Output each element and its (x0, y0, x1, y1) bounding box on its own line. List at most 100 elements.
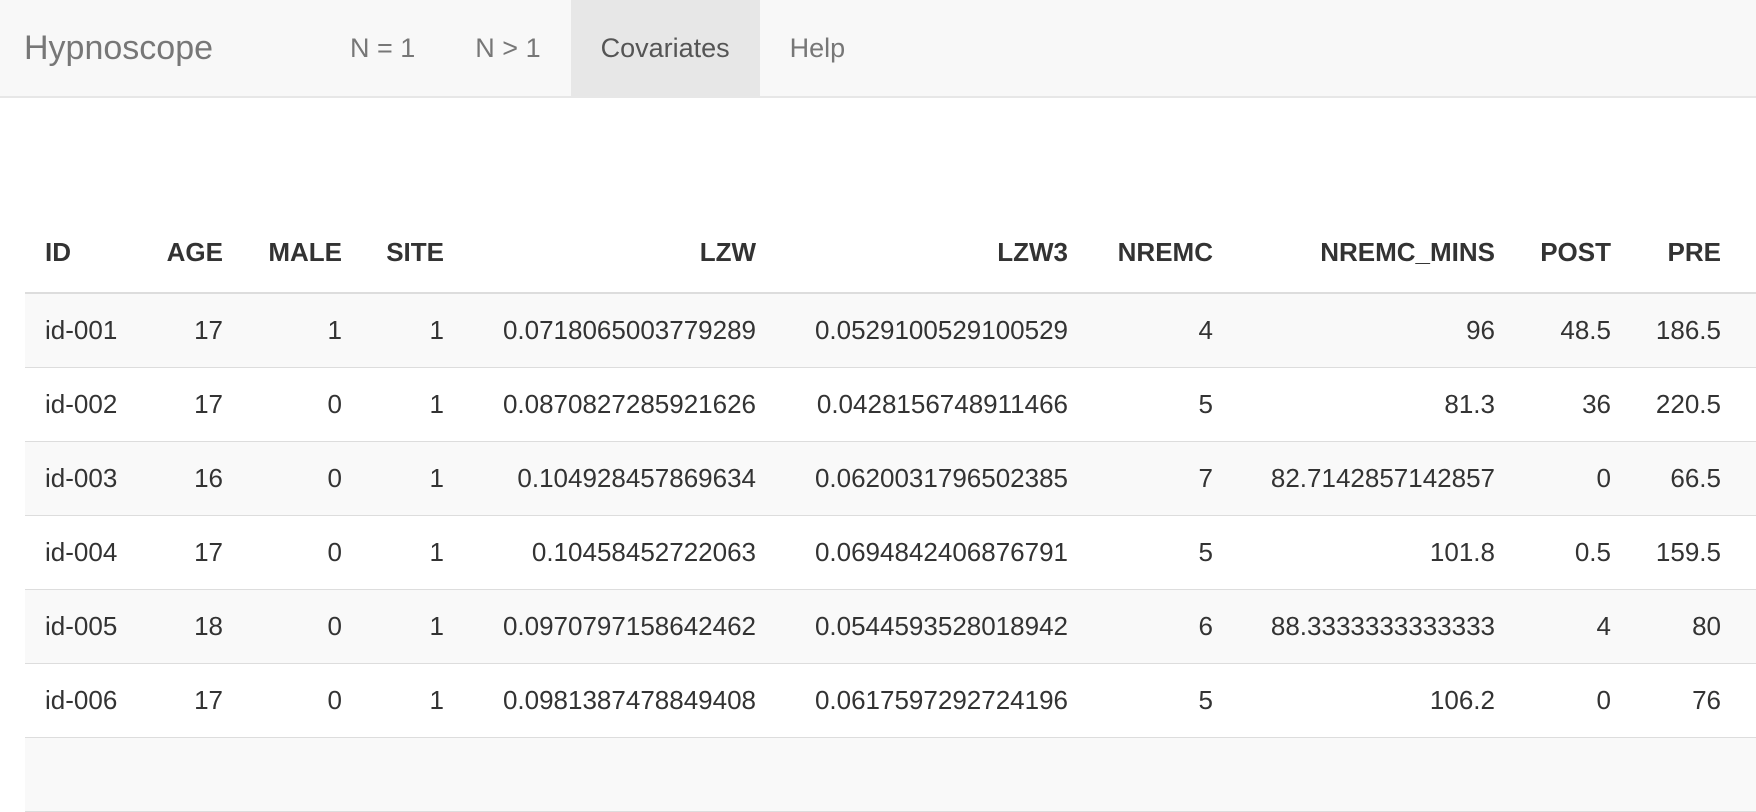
row-filler (1741, 367, 1756, 442)
cell-lzw3: 0.0694842406876791 (776, 515, 1088, 590)
cell-male: 1 (243, 293, 362, 368)
cell-lzw: 0.10458452722063 (464, 515, 776, 590)
table-row: id-005 18 0 1 0.0970797158642462 0.0544593528… (25, 589, 1756, 664)
cell-age: 17 (145, 663, 243, 738)
cell-nremc: 5 (1088, 663, 1233, 738)
column-header-nremc-mins[interactable]: NREMC_MINS (1233, 212, 1515, 294)
cell-male: 0 (243, 441, 362, 516)
cell-post: 0.5 (1515, 515, 1631, 590)
covariates-table: ID AGE MALE SITE LZW LZW3 NREMC NREMC_MINS POST P… (25, 212, 1756, 812)
cell-id: id-006 (25, 663, 145, 738)
cell-lzw: 0.0981387478849408 (464, 663, 776, 738)
cell-empty (25, 737, 145, 812)
column-header-post[interactable]: POST (1515, 212, 1631, 294)
cell-nremc: 5 (1088, 515, 1233, 590)
column-header-id[interactable]: ID (25, 212, 145, 294)
cell-pre: 186.5 (1631, 293, 1741, 368)
covariates-table-container: ID AGE MALE SITE LZW LZW3 NREMC NREMC_MINS POST P… (25, 212, 1756, 812)
cell-site: 1 (362, 441, 464, 516)
cell-male: 0 (243, 589, 362, 664)
cell-id: id-005 (25, 589, 145, 664)
cell-post: 4 (1515, 589, 1631, 664)
cell-site: 1 (362, 293, 464, 368)
cell-age: 17 (145, 367, 243, 442)
row-filler (1741, 441, 1756, 516)
row-filler (1741, 515, 1756, 590)
cell-nremc-mins: 81.3 (1233, 367, 1515, 442)
cell-lzw: 0.104928457869634 (464, 441, 776, 516)
nav-menu: N = 1 N > 1 Covariates Help (320, 0, 875, 96)
cell-post: 36 (1515, 367, 1631, 442)
cell-nremc-mins: 106.2 (1233, 663, 1515, 738)
cell-id: id-004 (25, 515, 145, 590)
column-header-nremc[interactable]: NREMC (1088, 212, 1233, 294)
cell-pre: 220.5 (1631, 367, 1741, 442)
table-row: id-001 17 1 1 0.0718065003779289 0.0529100529… (25, 293, 1756, 368)
header-filler (1741, 212, 1756, 294)
cell-pre: 66.5 (1631, 441, 1741, 516)
tab-n-greater-1[interactable]: N > 1 (475, 33, 541, 63)
cell-nremc-mins: 96 (1233, 293, 1515, 368)
column-header-lzw[interactable]: LZW (464, 212, 776, 294)
cell-lzw3: 0.0620031796502385 (776, 441, 1088, 516)
cell-empty (464, 737, 776, 812)
cell-empty (1233, 737, 1515, 812)
cell-empty (145, 737, 243, 812)
cell-post: 0 (1515, 441, 1631, 516)
cell-lzw3: 0.0529100529100529 (776, 293, 1088, 368)
row-filler (1741, 293, 1756, 368)
cell-nremc-mins: 101.8 (1233, 515, 1515, 590)
cell-nremc: 7 (1088, 441, 1233, 516)
cell-male: 0 (243, 663, 362, 738)
column-header-pre[interactable]: PRE (1631, 212, 1741, 294)
cell-pre: 159.5 (1631, 515, 1741, 590)
table-row: id-006 17 0 1 0.0981387478849408 0.0617597292… (25, 663, 1756, 738)
cell-id: id-001 (25, 293, 145, 368)
cell-empty (1631, 737, 1741, 812)
tab-covariates[interactable]: Covariates (570, 0, 760, 96)
cell-nremc: 5 (1088, 367, 1233, 442)
cell-age: 17 (145, 293, 243, 368)
cell-empty (1741, 737, 1756, 812)
cell-pre: 76 (1631, 663, 1741, 738)
table-row: id-004 17 0 1 0.10458452722063 0.069484240687… (25, 515, 1756, 590)
row-filler (1741, 663, 1756, 738)
cell-empty (1515, 737, 1631, 812)
cell-site: 1 (362, 663, 464, 738)
navbar: Hypnoscope N = 1 N > 1 Covariates Help (0, 0, 1756, 98)
column-header-age[interactable]: AGE (145, 212, 243, 294)
cell-nremc-mins: 88.3333333333333 (1233, 589, 1515, 664)
cell-empty (243, 737, 362, 812)
cell-post: 48.5 (1515, 293, 1631, 368)
cell-id: id-002 (25, 367, 145, 442)
cell-lzw: 0.0870827285921626 (464, 367, 776, 442)
table-row: id-003 16 0 1 0.104928457869634 0.06200317965… (25, 441, 1756, 516)
column-header-male[interactable]: MALE (243, 212, 362, 294)
cell-empty (776, 737, 1088, 812)
cell-lzw3: 0.0617597292724196 (776, 663, 1088, 738)
cell-id: id-003 (25, 441, 145, 516)
cell-age: 18 (145, 589, 243, 664)
cell-lzw: 0.0718065003779289 (464, 293, 776, 368)
table-row (25, 737, 1756, 812)
cell-male: 0 (243, 515, 362, 590)
cell-male: 0 (243, 367, 362, 442)
tab-n-equals-1[interactable]: N = 1 (350, 33, 416, 63)
tab-help[interactable]: Help (789, 33, 846, 63)
cell-empty (362, 737, 464, 812)
cell-age: 16 (145, 441, 243, 516)
cell-empty (1088, 737, 1233, 812)
column-header-lzw3[interactable]: LZW3 (776, 212, 1088, 294)
cell-age: 17 (145, 515, 243, 590)
cell-post: 0 (1515, 663, 1631, 738)
cell-lzw: 0.0970797158642462 (464, 589, 776, 664)
cell-site: 1 (362, 515, 464, 590)
cell-pre: 80 (1631, 589, 1741, 664)
cell-nremc: 6 (1088, 589, 1233, 664)
table-header-row: ID AGE MALE SITE LZW LZW3 NREMC NREMC_MINS POST P… (25, 212, 1756, 294)
brand[interactable]: Hypnoscope (24, 29, 214, 67)
cell-lzw3: 0.0544593528018942 (776, 589, 1088, 664)
cell-nremc: 4 (1088, 293, 1233, 368)
column-header-site[interactable]: SITE (362, 212, 464, 294)
table-row: id-002 17 0 1 0.0870827285921626 0.0428156748… (25, 367, 1756, 442)
